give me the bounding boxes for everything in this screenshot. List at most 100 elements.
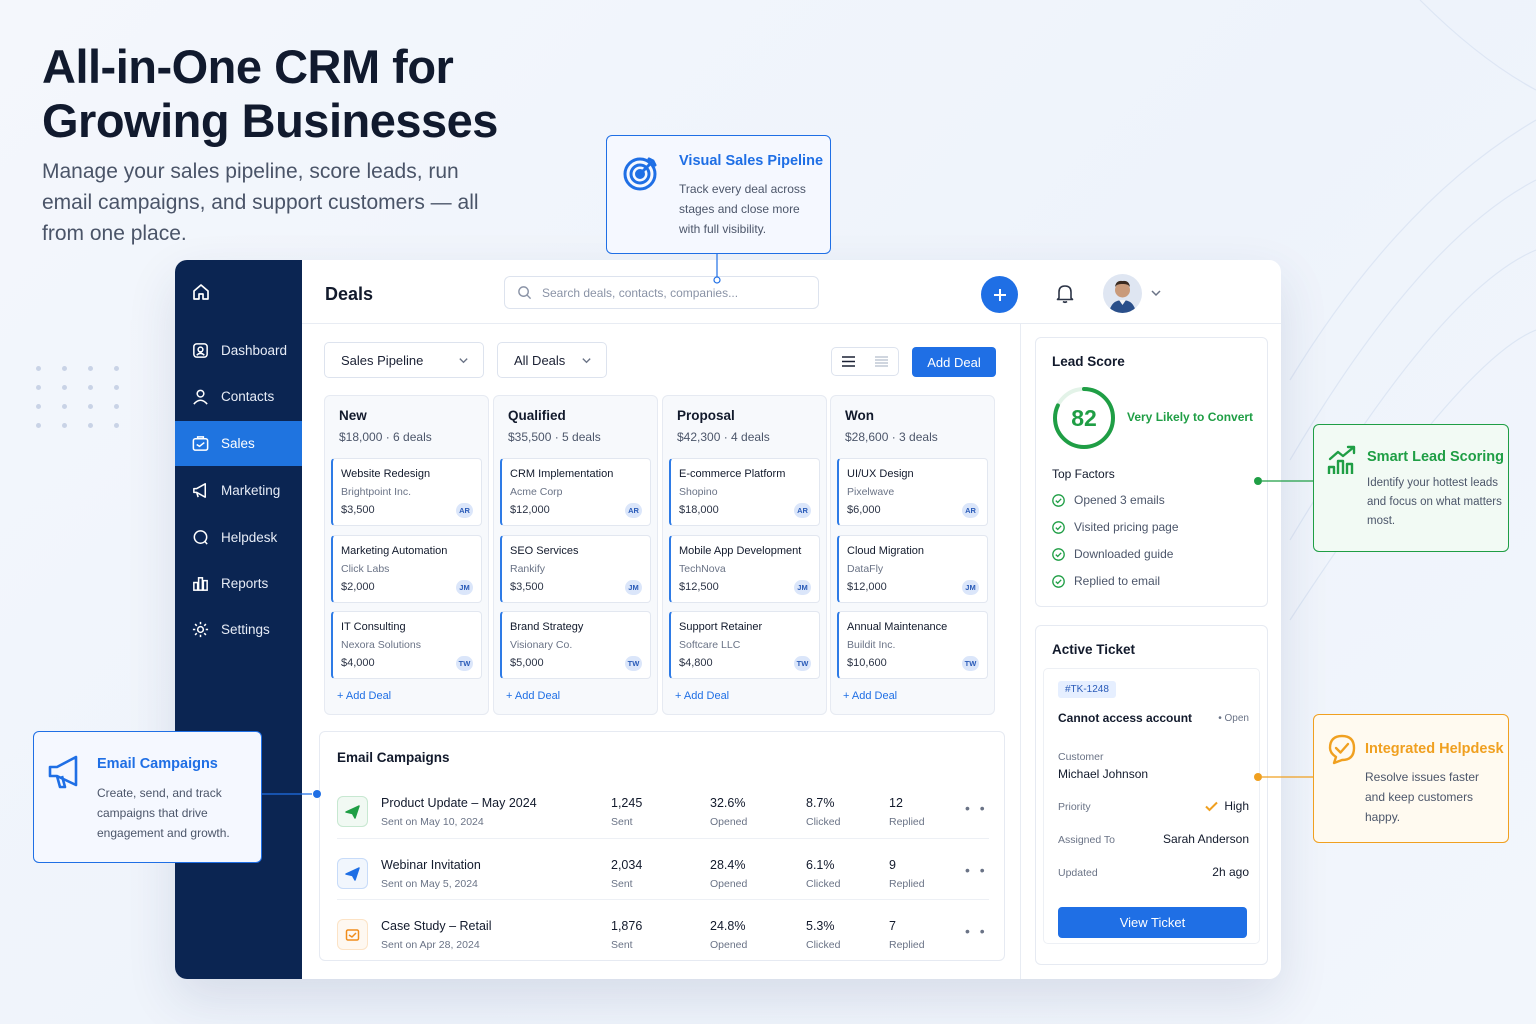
ticket-id-badge: #TK-1248 [1058, 681, 1116, 698]
add-deal-link[interactable]: + Add Deal [337, 690, 392, 702]
add-deal-button[interactable]: Add Deal [912, 347, 996, 377]
deal-company: Nexora Solutions [341, 639, 421, 651]
campaign-stat-label: Sent [611, 878, 633, 890]
deal-title: UI/UX Design [847, 468, 914, 480]
deal-owner-avatar: AR [962, 503, 979, 518]
campaign-date: Sent on May 10, 2024 [381, 816, 484, 828]
deal-owner-avatar: TW [794, 656, 811, 671]
more-options-icon[interactable]: • • [965, 800, 988, 816]
deal-card[interactable]: IT Consulting Nexora Solutions $4,000 TW [331, 611, 482, 679]
campaign-stat-label: Clicked [806, 939, 841, 951]
sidebar-item-settings[interactable]: Settings [175, 607, 302, 652]
create-button[interactable] [981, 276, 1018, 313]
deal-card[interactable]: Cloud Migration DataFly $12,000 JM [837, 535, 988, 603]
plus-icon [993, 288, 1006, 301]
callout-helpdesk-text: Resolve issues faster and keep customers… [1365, 770, 1480, 824]
deal-card[interactable]: Brand Strategy Visionary Co. $5,000 TW [500, 611, 651, 679]
megaphone-icon [48, 755, 78, 789]
view-ticket-button[interactable]: View Ticket [1058, 907, 1247, 938]
more-options-icon[interactable]: • • [965, 862, 988, 878]
more-options-icon[interactable]: • • [965, 923, 988, 939]
deal-owner-avatar: JM [962, 580, 979, 595]
page-title: Deals [325, 284, 374, 304]
bell-icon[interactable] [1055, 282, 1075, 304]
deal-title: Support Retainer [679, 621, 763, 633]
deal-company: TechNova [679, 563, 726, 575]
callout-email-campaigns: Email Campaigns Create, send, and track … [33, 731, 262, 863]
avatar[interactable] [1103, 274, 1142, 313]
home-icon[interactable] [191, 282, 211, 302]
lead-factor: Opened 3 emails [1052, 493, 1165, 507]
sidebar-item-marketing[interactable]: Marketing [175, 468, 302, 513]
pipeline-column-won: Won $28,600 · 3 deals UI/UX Design Pixelwav… [830, 395, 995, 715]
deal-amount: $4,800 [679, 657, 713, 669]
ticket-card: #TK-1248 Cannot access account • Open Cu… [1043, 668, 1260, 944]
priority-value: High [1205, 799, 1249, 813]
dashboard-icon [193, 343, 208, 358]
column-name: Won [845, 408, 874, 423]
add-deal-link[interactable]: + Add Deal [506, 690, 561, 702]
deal-title: Website Redesign [341, 468, 431, 480]
chevron-down-icon[interactable] [1150, 287, 1162, 299]
list-view-button[interactable] [832, 348, 865, 375]
ticket-subject: Cannot access account [1058, 711, 1193, 725]
campaign-stat-label: Sent [611, 939, 633, 951]
campaign-stat-sent: 1,245 [611, 796, 643, 810]
lead-score-title: Lead Score [1052, 354, 1125, 369]
deal-card[interactable]: Annual Maintenance Buildit Inc. $10,600 TW [837, 611, 988, 679]
deal-company: Rankify [510, 563, 546, 575]
email-campaigns-title: Email Campaigns [337, 750, 450, 765]
deal-owner-avatar: JM [794, 580, 811, 595]
search-input[interactable] [542, 285, 792, 300]
sidebar-item-label: Contacts [221, 389, 275, 404]
deal-card[interactable]: Website Redesign Brightpoint Inc. $3,500 AR [331, 458, 482, 526]
deal-amount: $3,500 [510, 581, 544, 593]
updated-label: Updated [1058, 867, 1098, 879]
deal-card[interactable]: CRM Implementation Acme Corp $12,000 AR [500, 458, 651, 526]
campaign-stat-label: Replied [889, 816, 925, 828]
search-box[interactable] [504, 276, 819, 309]
campaign-row[interactable]: Case Study – Retail Sent on Apr 28, 2024 1… [320, 911, 1006, 971]
sales-icon [192, 436, 209, 451]
add-deal-link[interactable]: + Add Deal [675, 690, 730, 702]
deal-amount: $2,000 [341, 581, 375, 593]
campaign-name: Product Update – May 2024 [381, 796, 537, 810]
deal-company: Buildit Inc. [847, 639, 896, 651]
deal-title: Mobile App Development [679, 545, 802, 557]
deal-card[interactable]: Marketing Automation Click Labs $2,000 JM [331, 535, 482, 603]
lead-score-value: 82 [1071, 404, 1097, 431]
campaign-name: Case Study – Retail [381, 919, 492, 933]
lead-score-label: Very Likely to Convert [1127, 410, 1254, 424]
sidebar-item-reports[interactable]: Reports [175, 561, 302, 606]
pipeline-column-proposal: Proposal $42,300 · 4 deals E-commerce Plat… [662, 395, 827, 715]
compact-view-button[interactable] [865, 348, 898, 375]
campaign-icon [337, 919, 368, 950]
deal-card[interactable]: UI/UX Design Pixelwave $6,000 AR [837, 458, 988, 526]
deal-card[interactable]: SEO Services Rankify $3,500 JM [500, 535, 651, 603]
column-summary: $28,600 · 3 deals [845, 430, 938, 444]
check-circle-icon [1052, 547, 1065, 561]
sidebar-item-sales[interactable]: Sales [175, 421, 302, 466]
deal-card[interactable]: Support Retainer Softcare LLC $4,800 TW [669, 611, 820, 679]
sidebar-item-dashboard[interactable]: Dashboard [175, 328, 302, 373]
callout-scoring-title: Smart Lead Scoring [1367, 449, 1504, 465]
callout-smart-lead-scoring: Smart Lead Scoring Identify your hottest… [1313, 424, 1509, 552]
customer-value: Michael Johnson [1058, 767, 1149, 781]
check-circle-icon [1052, 574, 1065, 588]
lead-factor: Visited pricing page [1052, 520, 1179, 534]
campaign-row[interactable]: Webinar Invitation Sent on May 5, 2024 2,0… [320, 850, 1006, 910]
deal-card[interactable]: E-commerce Platform Shopino $18,000 AR [669, 458, 820, 526]
add-deal-link[interactable]: + Add Deal [843, 690, 898, 702]
deal-scope-select[interactable]: All Deals [497, 342, 607, 378]
sidebar-item-helpdesk[interactable]: Helpdesk [175, 515, 302, 560]
campaign-row[interactable]: Product Update – May 2024 Sent on May 10,… [320, 788, 1006, 848]
deal-card[interactable]: Mobile App Development TechNova $12,500 JM [669, 535, 820, 603]
sidebar-item-contacts[interactable]: Contacts [175, 374, 302, 419]
pipeline-column-qualified: Qualified $35,500 · 5 deals CRM Implementa… [493, 395, 658, 715]
deal-amount: $5,000 [510, 657, 544, 669]
deal-company: Brightpoint Inc. [341, 486, 412, 498]
deal-owner-avatar: TW [962, 656, 979, 671]
callout-email-text: Create, send, and track campaigns that d… [97, 786, 230, 840]
pipeline-select[interactable]: Sales Pipeline [324, 342, 484, 378]
reports-icon [193, 577, 208, 591]
